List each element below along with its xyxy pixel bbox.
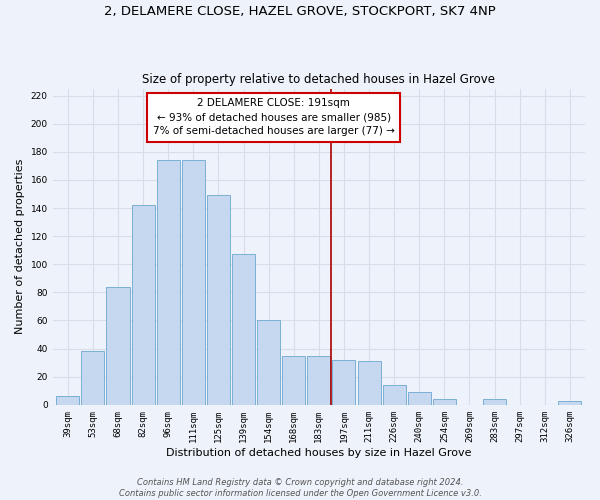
Bar [358,362,380,405]
Bar [559,400,581,405]
Text: 2, DELAMERE CLOSE, HAZEL GROVE, STOCKPORT, SK7 4NP: 2, DELAMERE CLOSE, HAZEL GROVE, STOCKPOR… [104,5,496,18]
X-axis label: Distribution of detached houses by size in Hazel Grove: Distribution of detached houses by size … [166,448,472,458]
Bar [383,385,406,405]
Y-axis label: Number of detached properties: Number of detached properties [15,159,25,334]
Bar [282,356,305,405]
Bar [106,287,130,405]
Bar [307,356,331,405]
Bar [232,254,255,405]
Bar [81,352,104,405]
Bar [56,396,79,405]
Bar [408,392,431,405]
Bar [332,360,355,405]
Bar [207,196,230,405]
Title: Size of property relative to detached houses in Hazel Grove: Size of property relative to detached ho… [142,73,496,86]
Bar [433,399,456,405]
Text: Contains HM Land Registry data © Crown copyright and database right 2024.
Contai: Contains HM Land Registry data © Crown c… [119,478,481,498]
Bar [257,320,280,405]
Bar [157,160,180,405]
Text: 2 DELAMERE CLOSE: 191sqm
← 93% of detached houses are smaller (985)
7% of semi-d: 2 DELAMERE CLOSE: 191sqm ← 93% of detach… [152,98,395,136]
Bar [131,205,155,405]
Bar [483,399,506,405]
Bar [182,160,205,405]
